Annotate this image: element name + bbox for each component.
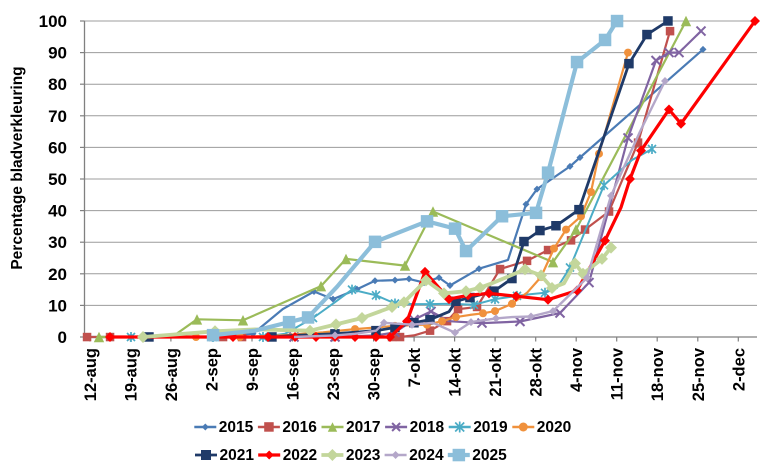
svg-text:2022: 2022 — [283, 447, 317, 464]
svg-text:4-nov: 4-nov — [568, 347, 586, 392]
svg-text:26-aug: 26-aug — [163, 348, 181, 401]
svg-text:9-sep: 9-sep — [244, 348, 262, 391]
svg-text:12-aug: 12-aug — [82, 348, 100, 401]
svg-text:28-okt: 28-okt — [528, 348, 546, 397]
svg-text:70: 70 — [48, 107, 67, 126]
svg-text:40: 40 — [48, 202, 67, 221]
svg-text:60: 60 — [48, 138, 67, 157]
svg-text:2016: 2016 — [282, 419, 317, 436]
svg-text:23-sep: 23-sep — [325, 348, 343, 400]
svg-text:25-nov: 25-nov — [690, 347, 708, 401]
svg-text:30: 30 — [48, 233, 67, 252]
svg-text:2020: 2020 — [537, 419, 571, 436]
svg-text:2021: 2021 — [220, 447, 255, 464]
svg-text:90: 90 — [48, 44, 67, 63]
svg-text:10: 10 — [48, 296, 67, 315]
svg-text:2017: 2017 — [346, 419, 380, 436]
svg-text:16-sep: 16-sep — [285, 348, 303, 400]
svg-text:7-okt: 7-okt — [406, 347, 424, 387]
svg-text:2023: 2023 — [346, 447, 381, 464]
svg-text:21-okt: 21-okt — [487, 348, 505, 397]
svg-text:0: 0 — [58, 328, 67, 347]
svg-text:2-dec: 2-dec — [730, 348, 748, 391]
svg-text:30-sep: 30-sep — [366, 348, 384, 400]
svg-text:Percentage bladverkleuring: Percentage bladverkleuring — [9, 66, 26, 269]
svg-text:2018: 2018 — [410, 419, 445, 436]
svg-text:80: 80 — [48, 75, 67, 94]
svg-text:100: 100 — [39, 12, 67, 31]
svg-text:19-aug: 19-aug — [122, 348, 140, 401]
svg-text:11-nov: 11-nov — [609, 347, 627, 400]
svg-text:18-nov: 18-nov — [649, 347, 667, 401]
svg-text:2015: 2015 — [219, 419, 254, 436]
svg-text:20: 20 — [48, 265, 67, 284]
svg-text:50: 50 — [48, 170, 67, 189]
svg-text:2024: 2024 — [409, 447, 444, 464]
svg-text:2025: 2025 — [472, 447, 507, 464]
svg-text:2-sep: 2-sep — [204, 348, 222, 391]
svg-text:2019: 2019 — [473, 419, 508, 436]
svg-text:14-okt: 14-okt — [447, 348, 465, 397]
